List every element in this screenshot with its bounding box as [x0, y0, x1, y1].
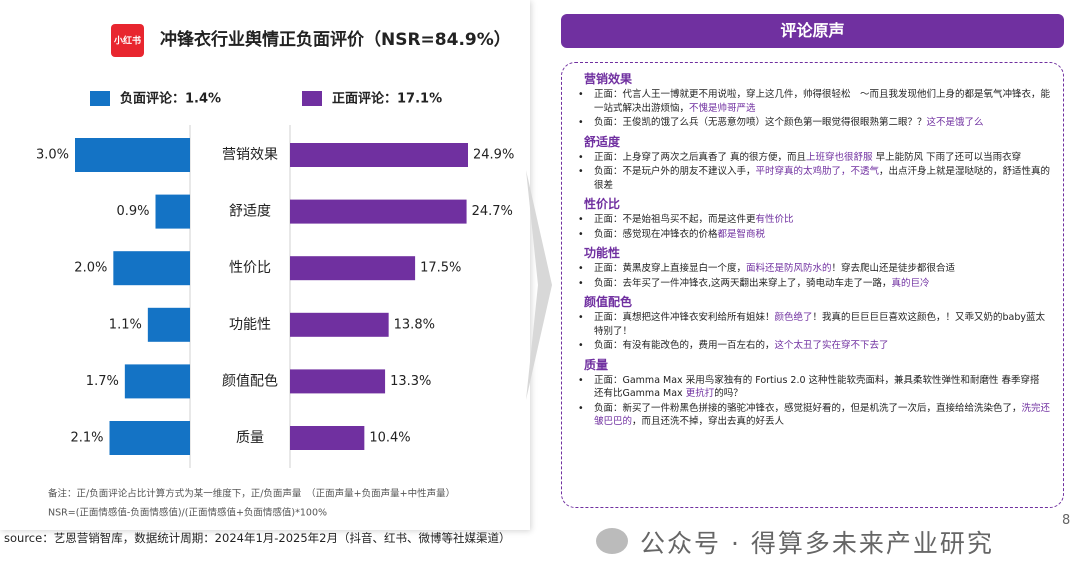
comment-highlight: 都是智商税 — [717, 228, 766, 240]
section-title: 质量 — [584, 357, 609, 372]
category-label: 功能性 — [229, 317, 271, 333]
category-label: 舒适度 — [229, 204, 271, 220]
legend-swatch — [302, 91, 322, 106]
panel-header: 评论原声 — [561, 14, 1064, 48]
watermark: 公众号 · 得算多未来产业研究 — [596, 524, 994, 560]
value-label: 1.1% — [109, 317, 142, 332]
bar — [290, 143, 468, 167]
category-label: 营销效果 — [222, 147, 278, 163]
comment: 负面：新买了一件粉黑色拼接的骆驼冲锋衣，感觉挺好看的，但是机洗了一次后，直接给给… — [574, 402, 1051, 429]
bar — [75, 138, 190, 172]
comment-highlight: 洗完还皱巴巴的 — [594, 402, 1051, 428]
value-label: 17.5% — [420, 261, 461, 276]
category-label: 颜值配色 — [222, 372, 278, 389]
comment-text: 负面：去年买了一件冲锋衣,这两天翻出来穿上了，骑电动车走了一路， — [594, 277, 892, 289]
legend-swatch — [90, 91, 110, 106]
chart-title: 冲锋衣行业舆情正负面评价（NSR=84.9%） — [160, 29, 511, 50]
comment-highlight: 这个太丑了实在穿不下去了 — [774, 340, 889, 351]
note: NSR=(正面情感值-负面情感值)/(正面情感值+负面情感值)*100% — [48, 507, 327, 519]
bar — [290, 312, 389, 337]
bar — [147, 307, 190, 342]
value-label: 24.9% — [473, 148, 514, 163]
value-label: 3.0% — [36, 148, 69, 163]
bar — [290, 426, 365, 450]
comment-text: ，出点汗身上就是湿哒哒的，舒适性真的很差 — [594, 166, 1051, 191]
category-label: 性价比 — [229, 260, 271, 276]
section-title: 颜值配色 — [584, 295, 633, 309]
comment: 正面：不是始祖鸟买不起，而是这件更有性价比 — [574, 213, 1051, 227]
comment-text: 正面：上身穿了两次之后真香了 真的很方便，而且 — [594, 151, 807, 163]
value-label: 13.8% — [394, 317, 435, 332]
value-label: 13.3% — [390, 374, 431, 389]
comment-text: 正面：黄黑皮穿上直接显白一个度， — [594, 263, 747, 274]
comment-text: 负面：不是玩户外的朋友不建议入手， — [594, 166, 756, 177]
section-title: 营销效果 — [584, 72, 633, 86]
comment-highlight: 更抗打 — [685, 388, 715, 399]
comment: 负面：有没有能改色的，费用一百左右的，这个太丑了实在穿不下去了 — [574, 339, 1051, 353]
comment-highlight: 上班穿也很舒服 — [806, 151, 873, 163]
comment: 正面：Gamma Max 采用鸟家独有的 Fortius 2.0 这种性能软壳面… — [574, 374, 1051, 401]
chart: 小红书 冲锋衣行业舆情正负面评价（NSR=84.9%） 备注：正/负面评论占比计… — [36, 24, 514, 519]
logo-bg — [111, 24, 144, 57]
comment-text: 负面：感觉现在冲锋衣的价格 — [594, 228, 718, 240]
comment-highlight: 有性价比 — [755, 214, 794, 225]
bar — [290, 199, 467, 224]
note: 备注：正/负面评论占比计算方式为某一维度下，正/负面声量 （正面声量+负面声量+… — [48, 488, 455, 500]
bar — [109, 421, 190, 455]
comment: 正面：黄黑皮穿上直接显白一个度，面料还是防风防水的！穿去爬山还是徒步都很合适 — [574, 262, 1051, 276]
bar — [124, 364, 190, 399]
value-label: 10.4% — [369, 431, 410, 446]
comment-highlight: 这不是饿了么 — [926, 117, 984, 128]
value-label: 24.7% — [472, 204, 513, 219]
comment-text: ，而且还洗不掉，穿出去真的好丢人 — [632, 416, 785, 427]
comment-text: 负面：王俊凯的饿了么兵（无恶意勿喷）这个颜色第一眼觉得很眼熟第二眼？？ — [594, 117, 927, 128]
value-label: 2.0% — [74, 261, 107, 276]
comment-text: 正面：真想把这件冲锋衣安利给所有姐妹！ — [594, 312, 775, 323]
comment-text: ！我真的巨巨巨巨喜欢这颜色，！又乖又奶的baby蓝太特别了！ — [594, 312, 1046, 337]
comment-text: 负面：新买了一件粉黑色拼接的骆驼冲锋衣，感觉挺好看的，但是机洗了一次后，直接给给… — [594, 402, 1022, 414]
section-title: 性价比 — [584, 197, 621, 211]
comment-highlight: 颜色绝了 — [774, 312, 813, 323]
comment: 负面：不是玩户外的朋友不建议入手，平时穿真的太鸡肋了，不透气，出点汗身上就是湿哒… — [574, 165, 1051, 192]
comment-text: 正面：Gamma Max 采用鸟家独有的 Fortius 2.0 这种性能软壳面… — [594, 374, 1040, 400]
comment: 负面：去年买了一件冲锋衣,这两天翻出来穿上了，骑电动车走了一路，真的巨冷 — [574, 277, 1051, 291]
comment-text: ！穿去爬山还是徒步都很合适 — [831, 263, 956, 274]
comment-text: 负面：有没有能改色的，费用一百左右的， — [594, 340, 775, 351]
comment-highlight: 真的巨冷 — [891, 277, 930, 289]
chart-panel: 小红书 冲锋衣行业舆情正负面评价（NSR=84.9%） 备注：正/负面评论占比计… — [0, 0, 530, 530]
legend-label: 正面评论：17.1% — [332, 91, 442, 107]
comment: 正面：真想把这件冲锋衣安利给所有姐妹！颜色绝了！我真的巨巨巨巨喜欢这颜色，！又乖… — [574, 311, 1051, 338]
source: source：艺恩营销智库，数据统计周期：2024年1月-2025年2月（抖音、… — [4, 531, 511, 545]
comment-text: 的吗？ — [714, 388, 743, 399]
page-number: 8 — [1062, 513, 1071, 528]
bar — [155, 194, 190, 229]
comment-highlight: 面料还是防风防水的 — [746, 263, 832, 274]
comment: 负面：感觉现在冲锋衣的价格都是智商税 — [574, 228, 1051, 242]
value-label: 2.1% — [70, 431, 103, 446]
section-title: 功能性 — [584, 246, 621, 260]
comment-highlight: 平时穿真的太鸡肋了，不透气 — [755, 166, 880, 177]
legend-label: 负面评论：1.4% — [120, 91, 221, 107]
comments-box: 营销效果正面：代言人王一博就更不用说啦，穿上这几件，帅得很轻松 ～而且我发现他们… — [561, 62, 1064, 508]
comment: 负面：王俊凯的饿了么兵（无恶意勿喷）这个颜色第一眼觉得很眼熟第二眼？？这不是饿了… — [574, 116, 1051, 130]
value-label: 0.9% — [116, 204, 149, 219]
logo: 小红书 — [113, 35, 141, 47]
category-label: 质量 — [236, 430, 264, 446]
comment-highlight: 不愧是帅哥严选 — [689, 102, 756, 114]
comment: 正面：上身穿了两次之后真香了 真的很方便，而且上班穿也很舒服 早上能防风 下雨了… — [574, 151, 1051, 165]
section-title: 舒适度 — [584, 134, 621, 149]
bar — [290, 256, 416, 281]
comment-text: 正面：不是始祖鸟买不起，而是这件更 — [594, 214, 756, 225]
bar — [113, 251, 190, 286]
comment: 正面：代言人王一博就更不用说啦，穿上这几件，帅得很轻松 ～而且我发现他们上身的都… — [574, 88, 1051, 115]
bar — [290, 369, 386, 394]
value-label: 1.7% — [86, 374, 119, 389]
chevron — [526, 170, 552, 400]
comment-text: 正面：代言人王一博就更不用说啦，穿上这几件，帅得很轻松 ～而且我发现他们上身的都… — [594, 89, 1051, 114]
comment-text: 早上能防风 下雨了还可以当雨衣穿 — [872, 151, 1022, 163]
